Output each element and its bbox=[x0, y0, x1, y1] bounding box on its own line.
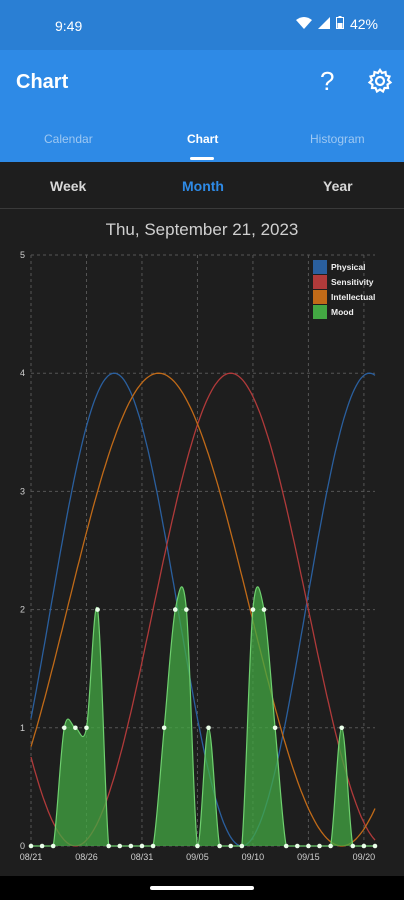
battery-percent: 42% bbox=[349, 16, 378, 32]
subtab-year[interactable]: Year bbox=[323, 178, 353, 194]
mood-point bbox=[361, 843, 367, 849]
mood-point bbox=[295, 843, 300, 849]
y-tick-label: 0 bbox=[20, 841, 25, 851]
mood-area bbox=[31, 586, 375, 846]
mood-point bbox=[106, 843, 111, 849]
mood-point bbox=[128, 843, 134, 849]
curve-intellectual bbox=[30, 372, 376, 847]
mood-point bbox=[50, 843, 56, 849]
biorhythm-chart[interactable]: 0 1 2 3 4 5 08/21 08/26 08/31 09/05 09/10 09/15 09/2… bbox=[0, 245, 404, 870]
status-icons: 42% bbox=[295, 16, 378, 32]
x-tick-label: 09/05 bbox=[186, 852, 209, 862]
y-tick-label: 2 bbox=[20, 605, 25, 615]
mood-point bbox=[328, 843, 333, 849]
status-time: 9:49 bbox=[55, 18, 83, 34]
mood-point bbox=[61, 725, 67, 731]
mood-point bbox=[95, 607, 100, 612]
chart-legend: Physical Sensitivity Intellectual Mood bbox=[313, 260, 375, 319]
legend-label: Intellectual bbox=[331, 292, 375, 302]
mood-point bbox=[28, 843, 34, 849]
mood-point bbox=[272, 725, 278, 731]
mood-point bbox=[150, 843, 156, 849]
legend-label: Physical bbox=[331, 262, 366, 272]
subtab-month[interactable]: Month bbox=[182, 178, 224, 194]
signal-icon bbox=[317, 16, 330, 32]
mood-point bbox=[39, 843, 45, 849]
mood-point bbox=[283, 843, 289, 849]
x-tick-label: 09/10 bbox=[242, 852, 265, 862]
legend-swatch bbox=[313, 260, 327, 274]
legend-swatch bbox=[313, 290, 327, 304]
page-title: Chart bbox=[16, 71, 69, 93]
app-bar: Chart ? bbox=[0, 50, 404, 114]
mood-point bbox=[172, 607, 178, 612]
mood-point bbox=[117, 843, 123, 849]
mood-point bbox=[339, 725, 345, 731]
x-tick-label: 08/26 bbox=[75, 852, 98, 862]
period-tabs: Week Month Year bbox=[0, 162, 404, 209]
tab-indicator bbox=[190, 157, 214, 160]
mood-point bbox=[372, 843, 378, 849]
legend-swatch bbox=[313, 305, 327, 319]
mood-point bbox=[161, 725, 167, 731]
mood-point bbox=[317, 843, 322, 849]
main-tabs: Calendar Chart Histogram bbox=[0, 114, 404, 162]
mood-point bbox=[228, 843, 234, 849]
battery-icon bbox=[335, 16, 344, 32]
home-handle[interactable] bbox=[150, 886, 254, 890]
legend-label: Sensitivity bbox=[331, 277, 374, 287]
selected-date: Thu, September 21, 2023 bbox=[105, 220, 299, 239]
mood-point bbox=[206, 725, 211, 731]
mood-line bbox=[31, 586, 375, 847]
mood-point bbox=[350, 843, 356, 849]
y-tick-label: 3 bbox=[20, 486, 25, 496]
mood-point bbox=[217, 843, 222, 849]
wifi-icon bbox=[295, 16, 312, 32]
status-bar: 9:49 42% bbox=[0, 0, 404, 50]
y-tick-label: 4 bbox=[20, 368, 25, 378]
x-tick-label: 08/21 bbox=[20, 852, 43, 862]
y-tick-label: 1 bbox=[20, 723, 25, 733]
mood-series bbox=[28, 586, 378, 849]
tab-chart[interactable]: Chart bbox=[187, 132, 219, 146]
curve-physical bbox=[30, 372, 376, 847]
tab-histogram[interactable]: Histogram bbox=[310, 132, 365, 146]
chart-ticks: 0 1 2 3 4 5 08/21 08/26 08/31 09/05 09/10 09/15 09/2… bbox=[20, 250, 375, 862]
legend-swatch bbox=[313, 275, 327, 289]
mood-point bbox=[73, 725, 78, 731]
mood-point bbox=[306, 843, 311, 849]
help-icon[interactable]: ? bbox=[320, 66, 335, 96]
x-tick-label: 09/20 bbox=[353, 852, 376, 862]
legend-label: Mood bbox=[331, 307, 354, 317]
mood-point bbox=[250, 607, 256, 612]
mood-point bbox=[195, 843, 200, 849]
mood-point bbox=[184, 607, 189, 612]
mood-point bbox=[139, 843, 145, 849]
x-tick-label: 09/15 bbox=[297, 852, 320, 862]
mood-point bbox=[84, 725, 89, 731]
gear-icon[interactable] bbox=[367, 68, 393, 99]
subtab-week[interactable]: Week bbox=[50, 178, 87, 194]
y-tick-label: 5 bbox=[20, 250, 25, 260]
mood-point bbox=[261, 607, 267, 612]
x-tick-label: 08/31 bbox=[131, 852, 154, 862]
tab-calendar[interactable]: Calendar bbox=[44, 132, 93, 146]
mood-point bbox=[239, 843, 245, 849]
